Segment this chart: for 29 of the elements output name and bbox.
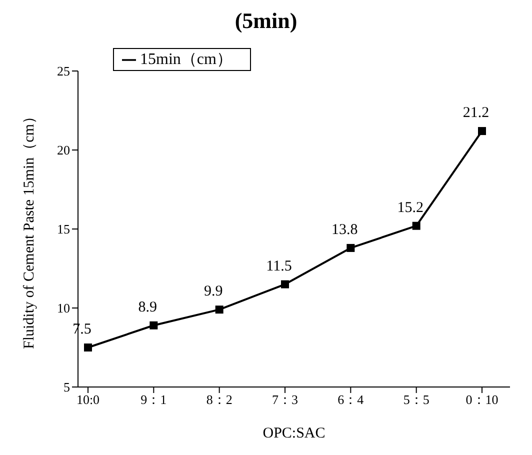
data-label: 9.9 <box>204 284 223 300</box>
x-tick-label: 5：5 <box>403 392 430 408</box>
point <box>281 280 289 288</box>
data-label: 13.8 <box>332 222 358 238</box>
point <box>346 244 355 252</box>
data-label: 11.5 <box>266 258 292 274</box>
point <box>412 222 420 230</box>
y-tick-label: 25 <box>57 64 70 79</box>
data-label: 15.2 <box>397 200 424 216</box>
data-label: 21.2 <box>462 105 490 122</box>
y-tick-label: 5 <box>64 380 70 395</box>
y-tick-label: 20 <box>57 142 70 158</box>
point <box>478 127 486 136</box>
x-tick-label: 7：3 <box>272 392 298 408</box>
x-tick-label: 9：1 <box>140 392 167 408</box>
x-tick-label: 6：4 <box>338 392 364 408</box>
x-tick-label: 10:0 <box>76 392 100 408</box>
point <box>215 306 224 314</box>
y-axis-title: Fluidity of Cement Paste 15min（cm） <box>21 109 38 349</box>
point <box>84 344 92 352</box>
data-label: 8.9 <box>138 299 158 316</box>
y-tick-label: 10 <box>57 300 70 316</box>
y-tick-label: 15 <box>57 222 70 237</box>
legend-label: 15min（cm） <box>140 51 232 68</box>
x-tick-label: 0：10 <box>466 392 498 408</box>
x-tick-label: 8：2 <box>206 392 232 408</box>
x-axis-title: OPC:SAC <box>262 426 326 442</box>
chart-title: (5min) <box>234 8 298 34</box>
point <box>150 321 158 330</box>
